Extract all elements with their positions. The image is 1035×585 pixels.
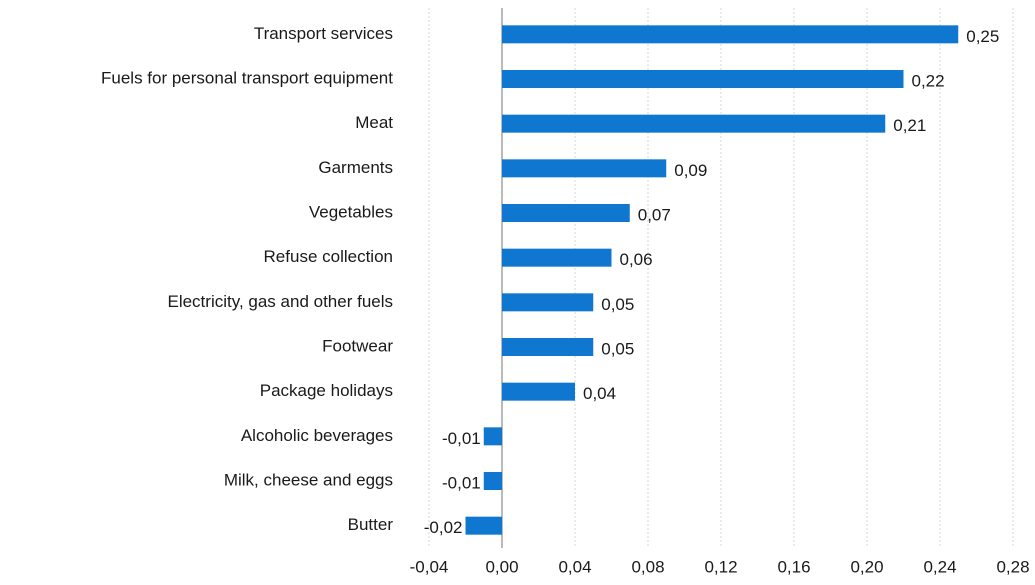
value-label: 0,05 <box>601 339 634 358</box>
x-tick-label: 0,08 <box>631 557 664 576</box>
category-label: Fuels for personal transport equipment <box>101 68 393 87</box>
category-label: Butter <box>348 515 394 534</box>
value-label: -0,01 <box>442 473 481 492</box>
x-tick-label: 0,04 <box>558 557 591 576</box>
x-tick-label: 0,28 <box>996 557 1029 576</box>
value-label: 0,22 <box>912 71 945 90</box>
value-label: -0,02 <box>424 518 463 537</box>
bar <box>502 204 630 222</box>
value-label: 0,04 <box>583 384 616 403</box>
value-label: 0,05 <box>601 295 634 314</box>
bar <box>483 427 502 446</box>
value-label: -0,01 <box>442 429 481 448</box>
bar <box>502 25 959 44</box>
value-label: 0,09 <box>674 161 707 180</box>
category-label: Vegetables <box>309 202 393 221</box>
value-label: 0,21 <box>893 116 926 135</box>
bar <box>502 159 667 178</box>
category-label: Package holidays <box>260 381 393 400</box>
bar <box>502 338 594 356</box>
bar <box>502 293 594 312</box>
value-label: 0,07 <box>638 205 671 224</box>
bar <box>483 472 502 490</box>
category-label: Footwear <box>322 336 393 355</box>
x-tick-label: 0,16 <box>777 557 810 576</box>
value-label: 0,25 <box>966 27 999 46</box>
x-tick-label: 0,20 <box>850 557 883 576</box>
category-label: Milk, cheese and eggs <box>224 470 393 489</box>
bar <box>465 516 502 535</box>
x-tick-label: 0,24 <box>923 557 956 576</box>
value-label: 0,06 <box>620 250 653 269</box>
category-label: Electricity, gas and other fuels <box>167 292 393 311</box>
x-tick-label: 0,00 <box>485 557 518 576</box>
x-tick-label: -0,04 <box>410 557 449 576</box>
bar <box>502 114 886 133</box>
category-label: Transport services <box>254 24 393 43</box>
category-label: Meat <box>355 113 393 132</box>
x-tick-label: 0,12 <box>704 557 737 576</box>
bar <box>502 382 575 401</box>
category-label: Garments <box>318 158 393 177</box>
bar <box>502 70 904 88</box>
category-label: Alcoholic beverages <box>241 426 393 445</box>
category-label: Refuse collection <box>264 247 393 266</box>
bar <box>502 248 612 267</box>
